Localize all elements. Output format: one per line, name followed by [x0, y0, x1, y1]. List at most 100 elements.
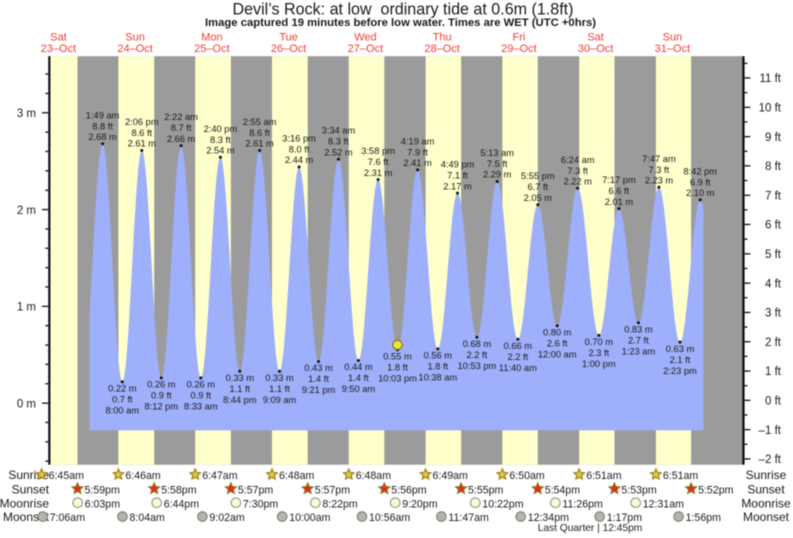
svg-text:9 ft: 9 ft: [765, 132, 782, 144]
svg-text:0.44 m: 0.44 m: [344, 362, 373, 372]
svg-text:7:47 am: 7:47 am: [642, 154, 676, 164]
svg-text:6:47am: 6:47am: [202, 470, 238, 482]
svg-text:8:00 am: 8:00 am: [106, 406, 140, 416]
svg-text:6:48am: 6:48am: [279, 470, 315, 482]
svg-text:0 m: 0 m: [17, 398, 36, 410]
svg-text:0.56 m: 0.56 m: [424, 351, 453, 361]
svg-text:2.61 m: 2.61 m: [128, 139, 157, 149]
svg-text:6:50am: 6:50am: [509, 470, 545, 482]
svg-text:10:03 pm: 10:03 pm: [378, 374, 417, 384]
svg-text:8.3 ft: 8.3 ft: [328, 137, 349, 147]
svg-text:5:58pm: 5:58pm: [161, 484, 197, 496]
svg-text:2.54 m: 2.54 m: [206, 146, 235, 156]
svg-text:10:38 am: 10:38 am: [418, 373, 457, 383]
svg-text:0.68 m: 0.68 m: [463, 339, 492, 349]
svg-text:2:40 pm: 2:40 pm: [204, 124, 238, 134]
svg-text:5:53pm: 5:53pm: [621, 484, 657, 496]
svg-text:Image captured 19 minutes befo: Image captured 19 minutes before low wat…: [205, 17, 596, 29]
svg-text:6 ft: 6 ft: [765, 220, 782, 232]
svg-text:7 ft: 7 ft: [765, 190, 782, 202]
svg-text:24–Oct: 24–Oct: [117, 43, 152, 55]
svg-text:5:55pm: 5:55pm: [468, 484, 504, 496]
svg-text:6.6 ft: 6.6 ft: [609, 186, 630, 196]
svg-text:2.2 ft: 2.2 ft: [467, 350, 488, 360]
svg-text:28–Oct: 28–Oct: [424, 43, 459, 55]
svg-text:1:56pm: 1:56pm: [686, 512, 722, 524]
svg-text:Wed: Wed: [354, 31, 376, 43]
svg-text:1.4 ft: 1.4 ft: [308, 374, 329, 384]
svg-text:9:50 am: 9:50 am: [342, 384, 376, 394]
svg-text:7.3 ft: 7.3 ft: [649, 165, 670, 175]
svg-text:6:49am: 6:49am: [433, 470, 469, 482]
svg-text:2.31 m: 2.31 m: [364, 168, 393, 178]
svg-text:1 m: 1 m: [17, 302, 36, 314]
svg-text:10:22pm: 10:22pm: [482, 498, 523, 510]
svg-text:2.22 m: 2.22 m: [563, 177, 592, 187]
svg-text:Sunset: Sunset: [747, 482, 785, 496]
svg-text:Moonrise: Moonrise: [0, 496, 49, 510]
svg-text:2.1 ft: 2.1 ft: [670, 355, 691, 365]
svg-text:5:57pm: 5:57pm: [315, 484, 351, 496]
svg-text:25–Oct: 25–Oct: [194, 43, 229, 55]
svg-text:2.61 m: 2.61 m: [245, 139, 274, 149]
svg-text:Tue: Tue: [279, 31, 298, 43]
svg-text:4:19 am: 4:19 am: [401, 136, 435, 146]
svg-text:0.7 ft: 0.7 ft: [112, 395, 133, 405]
svg-text:2.01 m: 2.01 m: [605, 197, 634, 207]
svg-text:5:56pm: 5:56pm: [391, 484, 427, 496]
svg-text:Last Quarter | 12:45pm: Last Quarter | 12:45pm: [538, 523, 643, 534]
svg-text:Moonset: Moonset: [3, 510, 50, 524]
svg-text:1:17pm: 1:17pm: [607, 512, 643, 524]
svg-text:0.9 ft: 0.9 ft: [151, 391, 172, 401]
svg-text:11 ft: 11 ft: [759, 73, 781, 85]
svg-text:2.7 ft: 2.7 ft: [628, 336, 649, 346]
svg-text:Moonset: Moonset: [743, 510, 790, 524]
svg-text:12:00 am: 12:00 am: [538, 349, 577, 359]
svg-text:27–Oct: 27–Oct: [348, 43, 383, 55]
svg-text:2.2 ft: 2.2 ft: [507, 352, 528, 362]
svg-text:11:47am: 11:47am: [448, 512, 489, 524]
svg-text:9:09 am: 9:09 am: [263, 395, 297, 405]
svg-text:9:02am: 9:02am: [209, 512, 245, 524]
svg-text:1.4 ft: 1.4 ft: [348, 373, 369, 383]
svg-text:0.26 m: 0.26 m: [147, 380, 176, 390]
svg-text:0.70 m: 0.70 m: [585, 337, 614, 347]
svg-text:8:44 pm: 8:44 pm: [223, 395, 257, 405]
svg-text:6:44pm: 6:44pm: [164, 498, 200, 510]
svg-text:6.7 ft: 6.7 ft: [527, 182, 548, 192]
svg-text:8.0 ft: 8.0 ft: [289, 145, 310, 155]
svg-text:6:46am: 6:46am: [125, 470, 161, 482]
svg-text:0.66 m: 0.66 m: [504, 341, 533, 351]
svg-text:29–Oct: 29–Oct: [501, 43, 536, 55]
svg-text:6:48am: 6:48am: [356, 470, 392, 482]
svg-text:3 m: 3 m: [17, 108, 36, 120]
svg-text:1.8 ft: 1.8 ft: [427, 362, 448, 372]
svg-text:5:55 pm: 5:55 pm: [521, 171, 555, 181]
svg-text:3:34 am: 3:34 am: [322, 126, 356, 136]
svg-text:0.26 m: 0.26 m: [187, 380, 216, 390]
svg-text:Fri: Fri: [512, 31, 525, 43]
svg-text:7:17 pm: 7:17 pm: [602, 175, 636, 185]
svg-text:1:49 am: 1:49 am: [86, 110, 120, 120]
svg-text:Sat: Sat: [587, 31, 604, 43]
svg-text:0.33 m: 0.33 m: [265, 373, 294, 383]
svg-text:0.9 ft: 0.9 ft: [190, 391, 211, 401]
svg-text:–2 ft: –2 ft: [759, 454, 782, 466]
svg-text:5:52pm: 5:52pm: [698, 484, 734, 496]
svg-text:3 ft: 3 ft: [765, 308, 782, 320]
svg-text:2.10 m: 2.10 m: [686, 188, 715, 198]
svg-text:10:56am: 10:56am: [369, 512, 410, 524]
svg-text:Devil’s Rock: at low ordinary: Devil’s Rock: at low ordinary tide at 0.…: [233, 1, 574, 19]
svg-text:10 ft: 10 ft: [759, 103, 782, 115]
svg-text:12:31am: 12:31am: [643, 498, 684, 510]
svg-text:10:00am: 10:00am: [289, 512, 330, 524]
svg-text:2.41 m: 2.41 m: [403, 158, 432, 168]
svg-text:2.6 ft: 2.6 ft: [547, 338, 568, 348]
svg-text:Sun: Sun: [125, 31, 145, 43]
svg-text:9:21 pm: 9:21 pm: [302, 385, 336, 395]
svg-text:7.6 ft: 7.6 ft: [368, 157, 389, 167]
svg-text:26–Oct: 26–Oct: [271, 43, 306, 55]
svg-text:2.29 m: 2.29 m: [483, 170, 512, 180]
svg-text:5:54pm: 5:54pm: [545, 484, 581, 496]
svg-text:3:16 pm: 3:16 pm: [282, 134, 316, 144]
